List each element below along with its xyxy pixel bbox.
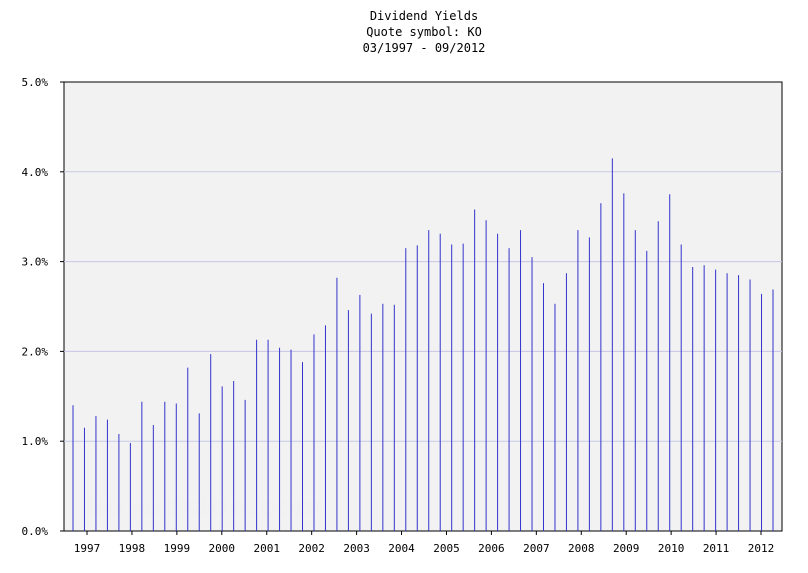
x-axis: 1997 1998 1999 2000 2001 2002 2003 2004 2005 2006… (74, 531, 775, 555)
x-tick-label: 2010 (658, 542, 685, 555)
bars-group (72, 158, 774, 531)
x-tick-label: 2001 (253, 542, 280, 555)
x-tick-label: 2004 (388, 542, 415, 555)
x-tick-label: 2003 (343, 542, 370, 555)
chart-subtitle-range: 03/1997 - 09/2012 (362, 41, 486, 55)
y-tick-label: 0.0% (22, 525, 49, 538)
y-tick-label: 4.0% (22, 166, 49, 179)
y-tick-label: 5.0% (22, 76, 49, 89)
y-tick-label: 3.0% (22, 256, 49, 269)
y-tick-label: 2.0% (22, 345, 49, 358)
x-tick-label: 2002 (298, 542, 325, 555)
y-tick-label: 1.0% (22, 435, 49, 448)
y-axis: 0.0% 1.0% 2.0% 3.0% 4.0% 5.0% (22, 76, 64, 538)
chart-subtitle-symbol: Quote symbol: KO (366, 25, 482, 39)
watermark-text: buyupside.com (85, 490, 324, 523)
x-tick-label: 1999 (164, 542, 191, 555)
grid-lines (64, 171, 782, 442)
chart-title: Dividend Yields (369, 9, 479, 23)
x-tick-label: 2006 (478, 542, 505, 555)
x-tick-label: 1997 (74, 542, 101, 555)
x-tick-label: 2000 (209, 542, 236, 555)
x-tick-label: 2009 (613, 542, 640, 555)
x-tick-label: 1998 (119, 542, 146, 555)
x-tick-label: 2012 (748, 542, 775, 555)
plot-area (63, 81, 783, 532)
x-tick-label: 2011 (703, 542, 730, 555)
x-tick-label: 2008 (568, 542, 595, 555)
x-tick-label: 2007 (523, 542, 550, 555)
chart-titles: Dividend Yields Quote symbol: KO 03/1997… (0, 8, 808, 56)
x-tick-label: 2005 (433, 542, 460, 555)
